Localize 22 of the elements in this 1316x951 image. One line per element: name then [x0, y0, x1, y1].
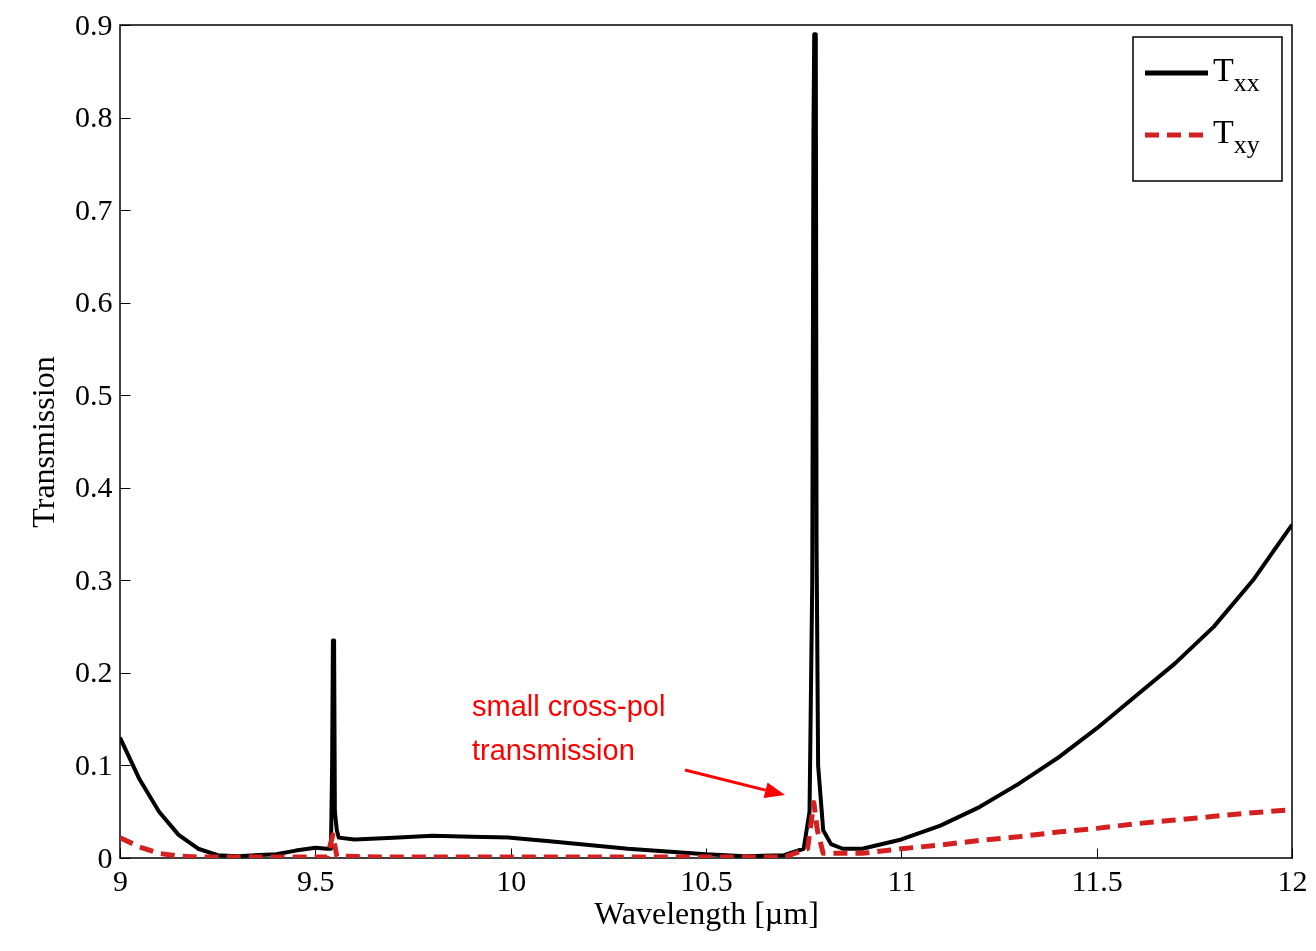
x-axis-title: Wavelength [µm] — [594, 894, 819, 931]
y-tick-label: 0.6 — [75, 285, 113, 319]
x-tick-label: 11.5 — [1071, 863, 1123, 897]
x-tick-label: 9.5 — [297, 863, 335, 897]
y-tick-label: 0.4 — [75, 470, 113, 504]
y-tick-label: 0 — [97, 840, 113, 874]
y-tick-label: 0.1 — [75, 747, 113, 781]
legend-label: T$_{xx}$ — [1213, 51, 1260, 98]
x-tick-label: 12 — [1277, 863, 1308, 897]
x-tick-label: 10 — [496, 863, 527, 897]
y-tick-label: 0.3 — [75, 562, 113, 596]
x-tick-label: 11 — [887, 863, 917, 897]
x-tick-label: 10.5 — [680, 863, 733, 897]
y-tick-label: 0.5 — [75, 377, 113, 411]
y-tick-label: 0.2 — [75, 655, 113, 689]
annotation: small cross-pol transmission — [472, 690, 666, 766]
legend-label: T$_{xy}$ — [1213, 113, 1260, 160]
y-tick-label: 0.8 — [75, 100, 113, 134]
y-tick-label: 0.9 — [75, 7, 113, 41]
x-tick-label: 9 — [113, 863, 128, 897]
y-axis-title: Transmission — [25, 356, 61, 528]
y-tick-label: 0.7 — [75, 192, 113, 226]
